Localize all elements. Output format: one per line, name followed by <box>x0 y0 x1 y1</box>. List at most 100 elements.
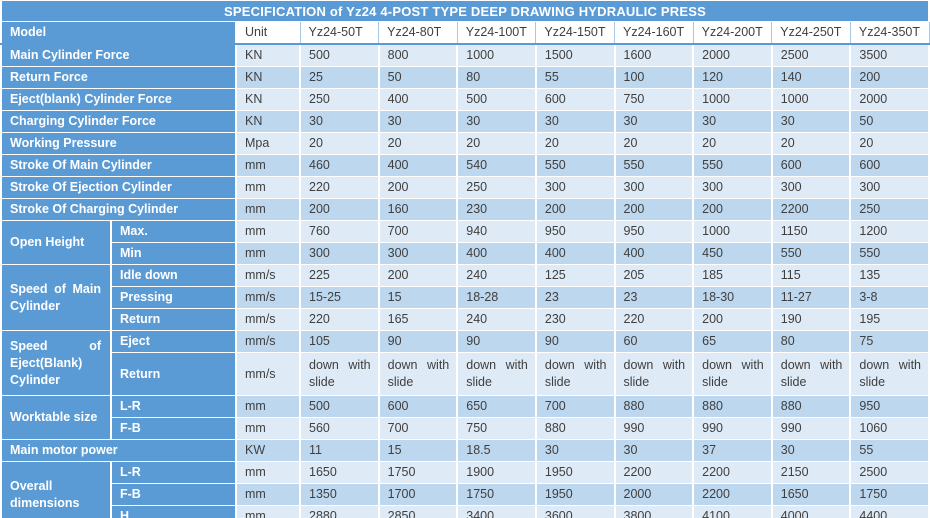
value-cell: 50 <box>849 110 930 133</box>
value-cell: 460 <box>299 154 380 177</box>
unit-header-cell: Unit <box>235 21 301 45</box>
unit-cell: mm/s <box>235 352 301 396</box>
table-row: Stroke Of Main Cylinder mm 460 400 540 550 550… <box>0 154 930 177</box>
value-cell: down with slide <box>613 352 695 396</box>
value-cell: 1650 <box>299 461 380 484</box>
value-cell: 230 <box>456 198 537 221</box>
value-cell: down with slide <box>692 352 773 396</box>
value-cell: 225 <box>299 264 380 287</box>
unit-cell: mm <box>235 483 301 506</box>
value-cell: 80 <box>456 66 537 89</box>
value-cell: 250 <box>849 198 930 221</box>
row-sublabel: Return <box>110 308 237 331</box>
table-row: Charging Cylinder Force KN 30 30 30 30 30 30 30 5… <box>0 110 930 133</box>
column-header: Yz24-160T <box>614 21 694 45</box>
value-cell: 37 <box>692 439 773 462</box>
value-cell: 990 <box>692 417 773 440</box>
value-cell: 550 <box>613 154 695 177</box>
unit-cell: mm <box>235 242 301 265</box>
value-cell: 75 <box>849 330 930 353</box>
value-cell: 800 <box>377 43 459 67</box>
value-cell: 1000 <box>456 43 537 67</box>
row-sublabel: Return <box>110 352 237 396</box>
value-cell: 760 <box>299 220 380 243</box>
value-cell: 18-28 <box>456 286 537 309</box>
value-cell: 18-30 <box>692 286 773 309</box>
value-cell: 135 <box>849 264 930 287</box>
value-cell: 195 <box>849 308 930 331</box>
value-cell: 400 <box>456 242 537 265</box>
value-cell: down with slide <box>299 352 380 396</box>
row-label: Main Cylinder Force <box>0 43 237 67</box>
table-row: Return mm/s down with slide down with slide… <box>1 352 930 396</box>
value-cell: 190 <box>770 308 852 331</box>
value-cell: 1600 <box>613 43 695 67</box>
value-cell: 30 <box>692 110 773 133</box>
value-cell: 20 <box>770 132 852 155</box>
value-cell: 185 <box>692 264 773 287</box>
value-cell: 200 <box>534 198 616 221</box>
value-cell: 950 <box>849 395 930 418</box>
value-cell: 540 <box>456 154 537 177</box>
value-cell: 15 <box>377 439 459 462</box>
value-cell: 950 <box>613 220 695 243</box>
value-cell: 20 <box>613 132 695 155</box>
value-cell: 100 <box>613 66 695 89</box>
unit-cell: Mpa <box>235 132 301 155</box>
value-cell: 450 <box>692 242 773 265</box>
unit-cell: KN <box>235 110 301 133</box>
unit-cell: KW <box>235 439 301 462</box>
row-sublabel: Min <box>110 242 237 265</box>
column-header: Yz24-80T <box>378 21 458 45</box>
table-row: Pressing mm/s 15-25 15 18-28 23 23 18-30 11-27 3-… <box>1 286 930 309</box>
unit-cell: KN <box>235 43 301 67</box>
unit-cell: mm/s <box>235 308 301 331</box>
value-cell: 30 <box>613 110 695 133</box>
row-group-label: Overall dimensions <box>0 461 112 518</box>
row-sublabel: Pressing <box>110 286 237 309</box>
unit-cell: mm <box>235 176 301 199</box>
value-cell: 2850 <box>377 505 459 518</box>
table-title: SPECIFICATION of Yz24 4-POST TYPE DEEP D… <box>0 0 930 22</box>
value-cell: 550 <box>534 154 616 177</box>
value-cell: 1750 <box>456 483 537 506</box>
value-cell: 105 <box>299 330 380 353</box>
value-cell: 30 <box>377 110 459 133</box>
value-cell: 300 <box>692 176 773 199</box>
value-cell: 30 <box>770 110 852 133</box>
row-label: Charging Cylinder Force <box>0 110 237 133</box>
unit-cell: mm <box>235 395 301 418</box>
value-cell: 90 <box>534 330 616 353</box>
row-label: Return Force <box>0 66 237 89</box>
value-cell: 400 <box>377 154 459 177</box>
value-cell: 20 <box>534 132 616 155</box>
value-cell: 2200 <box>692 483 773 506</box>
unit-cell: mm/s <box>235 264 301 287</box>
value-cell: 1900 <box>456 461 537 484</box>
value-cell: 3400 <box>456 505 537 518</box>
value-cell: 2880 <box>299 505 380 518</box>
value-cell: 300 <box>770 176 852 199</box>
title-row: SPECIFICATION of Yz24 4-POST TYPE DEEP D… <box>0 0 930 22</box>
unit-cell: mm <box>235 220 301 243</box>
table-row: Main Cylinder Force KN 500 800 1000 1500 1600 2… <box>0 43 930 67</box>
value-cell: 1000 <box>770 88 852 111</box>
value-cell: 30 <box>613 439 695 462</box>
value-cell: 23 <box>534 286 616 309</box>
row-label: Stroke Of Ejection Cylinder <box>0 176 237 199</box>
model-header-cell: Model <box>0 21 237 45</box>
row-sublabel: L-R <box>110 461 237 484</box>
value-cell: 4100 <box>692 505 773 518</box>
row-label: Eject(blank) Cylinder Force <box>0 88 237 111</box>
table-row: Speed of Eject(Blank) Cylinder Eject mm/s 1… <box>0 330 930 396</box>
column-header: Yz24-250T <box>771 21 851 45</box>
value-cell: 25 <box>299 66 380 89</box>
table-row: Overall dimensions L-R mm 1650 1750 1900 1950 2… <box>0 461 930 518</box>
row-sublabel: F-B <box>110 417 237 440</box>
value-cell: 2000 <box>692 43 773 67</box>
unit-cell: KN <box>235 88 301 111</box>
value-cell: 300 <box>377 242 459 265</box>
value-cell: 200 <box>377 264 459 287</box>
column-header: Yz24-350T <box>849 21 930 45</box>
